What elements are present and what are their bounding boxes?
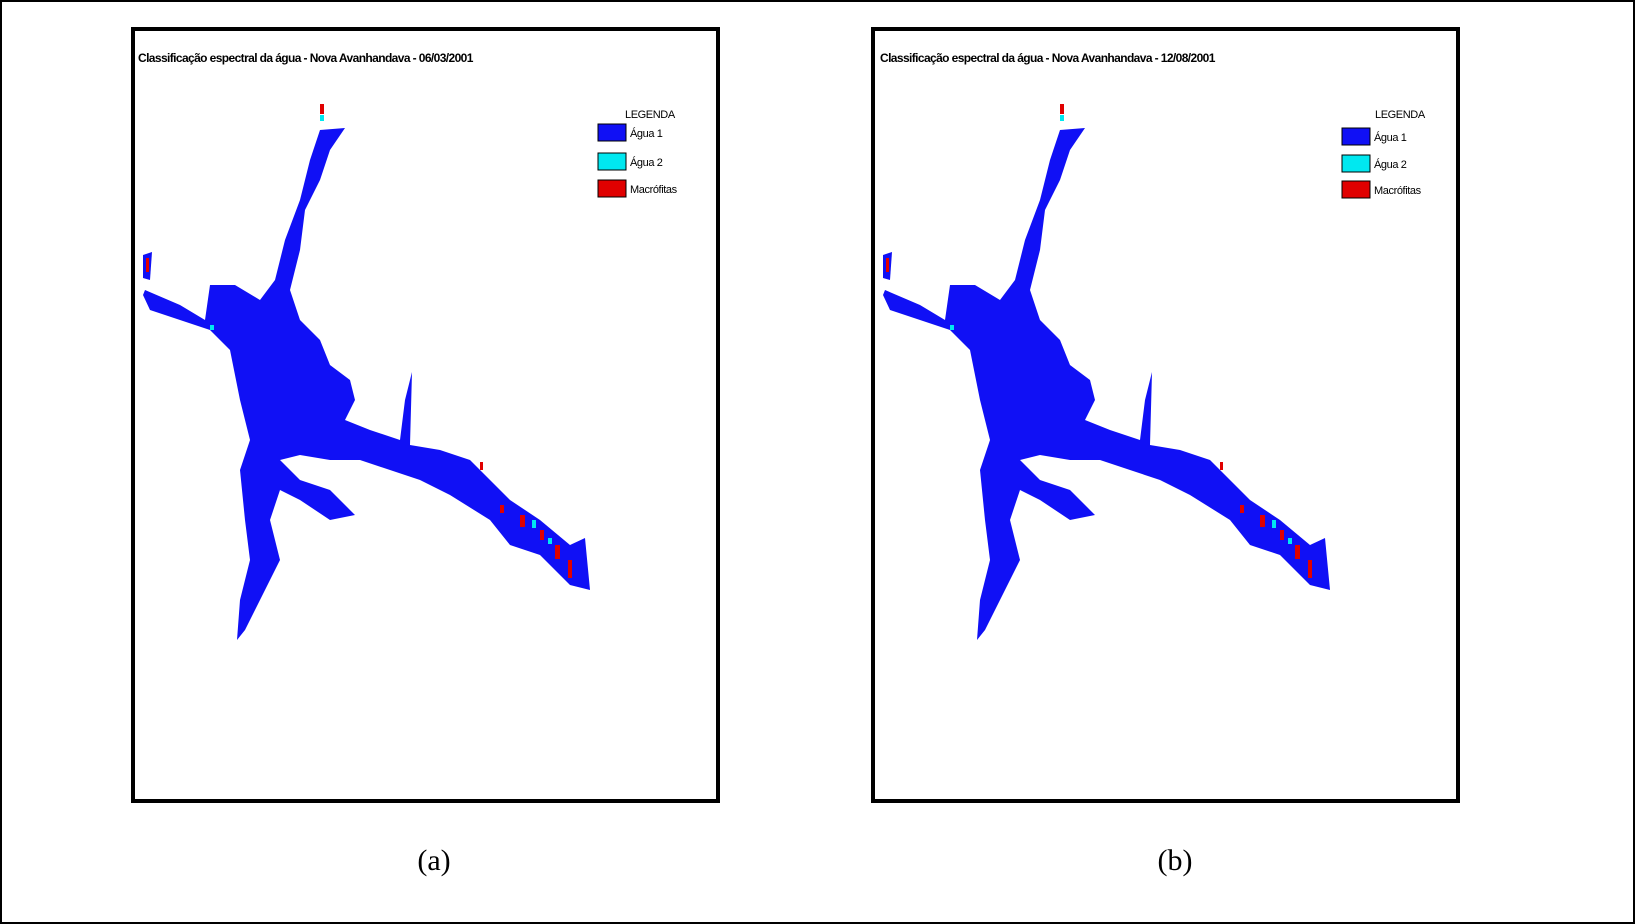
legend-label: Água 1 [1374,131,1407,144]
legend-swatch [597,179,627,198]
map-title: Classificação espectral da água - Nova A… [138,51,474,65]
legend-label: Macrófitas [1374,185,1422,197]
legend-swatch [1341,127,1371,146]
panel-b: Classificação espectral da água - Nova A… [871,27,1460,877]
legend-label: Macrófitas [630,184,678,196]
legend-label: Água 1 [630,127,663,140]
legend-swatch [1341,154,1371,173]
legend-swatch [597,152,627,171]
caption: (b) [1158,844,1193,877]
map-frame [131,27,720,803]
legend-label: Água 2 [1374,158,1407,171]
legend-title: LEGENDA [625,109,676,121]
caption: (a) [417,844,450,877]
panel-a: Classificação espectral da água - Nova A… [131,27,720,877]
legend-title: LEGENDA [1375,109,1426,121]
legend-swatch [597,123,627,142]
map-title: Classificação espectral da água - Nova A… [880,51,1216,65]
legend-swatch [1341,180,1371,199]
legend-label: Água 2 [630,156,663,169]
